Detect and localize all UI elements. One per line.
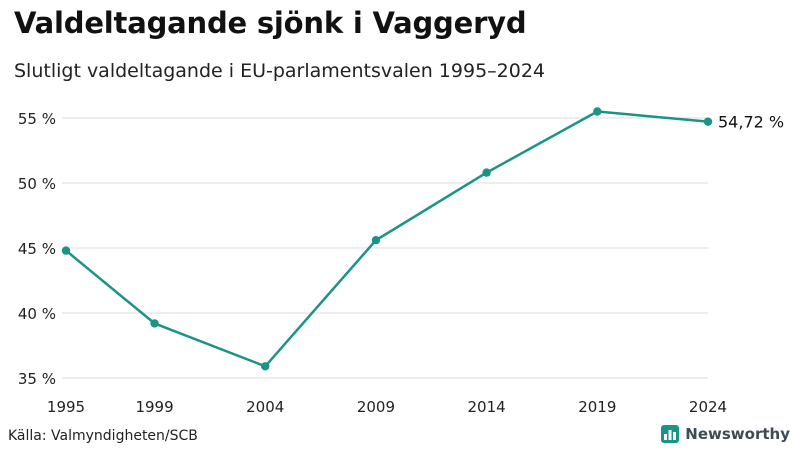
data-point-2014 — [482, 168, 491, 177]
data-point-2024 — [703, 117, 713, 126]
bar-chart-logo-icon — [661, 425, 680, 443]
y-tick-label: 40 % — [18, 305, 56, 323]
brand-name: Newsworthy — [685, 425, 790, 443]
x-tick-label: 2014 — [468, 398, 506, 416]
y-tick-label: 45 % — [18, 240, 56, 258]
source-note: Källa: Valmyndigheten/SCB — [8, 428, 198, 444]
data-point-2004 — [261, 362, 270, 371]
end-value-label: 54,72 % — [718, 113, 784, 132]
x-tick-label: 1995 — [47, 398, 85, 416]
y-tick-label: 50 % — [18, 175, 56, 193]
x-tick-label: 1999 — [135, 398, 173, 416]
y-tick-label: 55 % — [18, 110, 56, 128]
chart-subtitle: Slutligt valdeltagande i EU-parlamentsva… — [14, 60, 546, 82]
y-tick-label: 35 % — [18, 370, 56, 388]
data-point-2009 — [371, 236, 381, 245]
line-chart: 35 % 40 % 45 % 50 % 55 % 1995 1999 2004 2009 2014… — [18, 107, 784, 416]
brand-logo: Newsworthy — [661, 425, 790, 443]
x-tick-label: 2004 — [246, 398, 284, 416]
x-tick-label: 2019 — [578, 398, 616, 416]
x-tick-label: 2009 — [357, 398, 395, 416]
x-tick-label: 2024 — [689, 398, 727, 416]
data-point-1995 — [61, 246, 71, 255]
data-point-1999 — [150, 319, 159, 328]
data-point-2019 — [593, 107, 602, 116]
chart-title: Valdeltagande sjönk i Vaggeryd — [14, 6, 527, 40]
series-line — [64, 110, 710, 368]
